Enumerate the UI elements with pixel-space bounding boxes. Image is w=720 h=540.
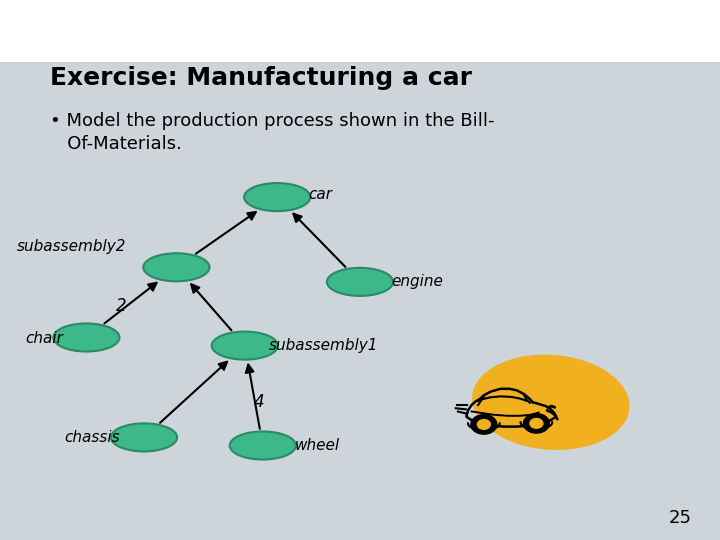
Text: 4: 4	[254, 393, 264, 411]
Circle shape	[471, 415, 497, 434]
Text: subassembly2: subassembly2	[17, 239, 127, 254]
Bar	[0, 0, 720, 62]
Text: 25: 25	[669, 509, 692, 528]
Ellipse shape	[230, 431, 296, 460]
Text: chair: chair	[26, 331, 63, 346]
Text: • Model the production process shown in the Bill-: • Model the production process shown in …	[50, 112, 495, 131]
Text: subassembly1: subassembly1	[269, 338, 379, 353]
Circle shape	[523, 414, 549, 433]
Text: engine: engine	[392, 274, 444, 289]
Ellipse shape	[53, 323, 120, 352]
Circle shape	[530, 418, 543, 428]
Text: chassis: chassis	[64, 430, 120, 445]
Text: Exercise: Manufacturing a car: Exercise: Manufacturing a car	[50, 66, 472, 90]
Text: wheel: wheel	[294, 438, 339, 453]
Ellipse shape	[143, 253, 210, 281]
Text: Of-Materials.: Of-Materials.	[50, 135, 182, 153]
Ellipse shape	[244, 183, 310, 211]
Ellipse shape	[472, 355, 629, 450]
Ellipse shape	[327, 268, 393, 296]
Ellipse shape	[111, 423, 177, 451]
Ellipse shape	[212, 332, 278, 360]
Text: 2: 2	[116, 297, 126, 315]
Circle shape	[477, 420, 490, 429]
Text: car: car	[308, 187, 333, 202]
